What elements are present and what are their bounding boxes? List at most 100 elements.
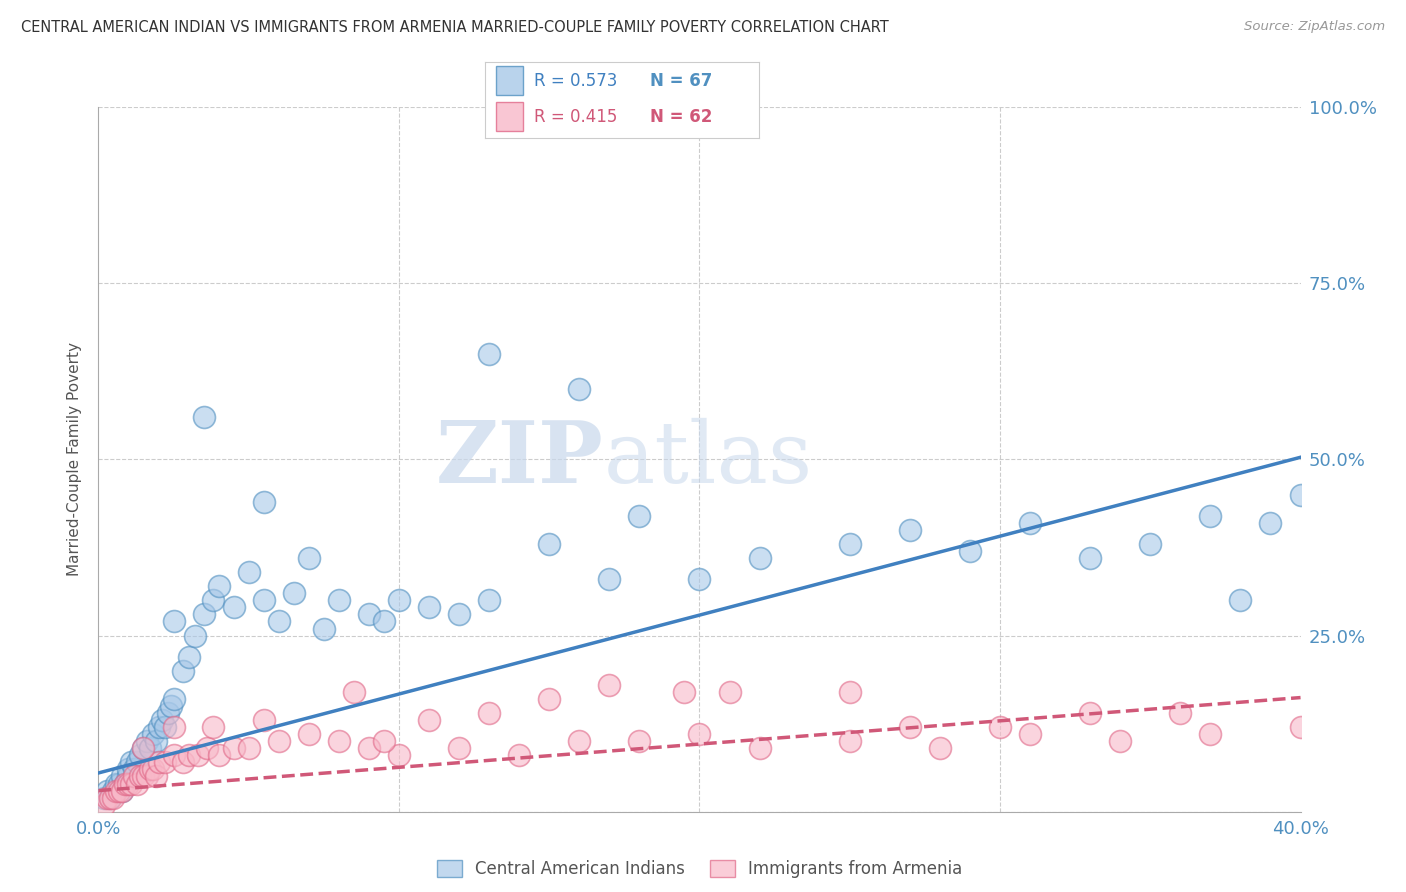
Point (898, 720, 921, 734)
Point (598, 678, 620, 692)
Point (153, 720, 176, 734)
Point (628, 734, 651, 748)
Point (100, 790, 122, 805)
Point (357, 607, 380, 622)
Point (253, 713, 276, 727)
Point (156, 706, 179, 720)
Point (183, 628, 205, 642)
Point (172, 756, 194, 770)
Point (132, 741, 155, 756)
Point (478, 706, 501, 720)
Text: Source: ZipAtlas.com: Source: ZipAtlas.com (1244, 20, 1385, 33)
Text: ZIP: ZIP (436, 417, 603, 501)
Point (108, 776, 131, 790)
Point (689, 727, 711, 741)
Point (105, 776, 128, 790)
Point (141, 727, 163, 741)
Point (148, 720, 170, 734)
Point (447, 741, 470, 756)
Point (141, 763, 163, 777)
Point (138, 763, 160, 777)
Point (628, 508, 651, 523)
Point (1139, 537, 1161, 551)
Point (748, 551, 770, 566)
Point (1078, 551, 1101, 566)
Point (193, 607, 215, 622)
Point (343, 685, 366, 699)
Point (162, 720, 184, 734)
Point (1199, 508, 1222, 523)
Point (114, 776, 136, 790)
Point (298, 551, 321, 566)
Point (111, 783, 134, 797)
Point (153, 756, 176, 770)
Point (117, 763, 139, 777)
Point (208, 748, 231, 763)
Point (253, 494, 276, 508)
Point (373, 615, 395, 629)
Point (838, 685, 860, 699)
Point (598, 572, 620, 586)
Point (838, 734, 860, 748)
Point (357, 741, 380, 756)
Point (988, 720, 1011, 734)
Text: atlas: atlas (603, 417, 813, 501)
Point (162, 615, 184, 629)
Point (114, 776, 136, 790)
Point (447, 607, 470, 622)
Point (111, 783, 134, 797)
Point (298, 727, 321, 741)
Point (135, 769, 157, 784)
Point (478, 593, 501, 607)
Point (111, 769, 134, 784)
Point (121, 776, 143, 790)
Point (418, 600, 440, 615)
Point (718, 685, 741, 699)
Point (388, 593, 411, 607)
Point (100, 790, 122, 805)
FancyBboxPatch shape (496, 66, 523, 95)
Point (129, 748, 152, 763)
Point (138, 741, 160, 756)
Text: R = 0.415: R = 0.415 (534, 108, 617, 126)
Point (187, 748, 209, 763)
Point (117, 776, 139, 790)
Point (478, 346, 501, 360)
Point (132, 769, 155, 784)
Text: CENTRAL AMERICAN INDIAN VS IMMIGRANTS FROM ARMENIA MARRIED-COUPLE FAMILY POVERTY: CENTRAL AMERICAN INDIAN VS IMMIGRANTS FR… (21, 20, 889, 35)
FancyBboxPatch shape (496, 102, 523, 130)
Point (328, 734, 350, 748)
Point (96, 790, 118, 805)
Point (93, 790, 115, 805)
Point (373, 734, 395, 748)
Point (201, 720, 224, 734)
Point (103, 783, 125, 797)
Point (1170, 706, 1192, 720)
Point (673, 685, 696, 699)
Point (538, 692, 561, 706)
Point (568, 734, 591, 748)
Point (108, 783, 131, 797)
Point (195, 741, 218, 756)
Point (929, 741, 952, 756)
Point (124, 763, 146, 777)
Point (201, 593, 224, 607)
Point (105, 783, 128, 797)
Point (150, 713, 173, 727)
Point (253, 593, 276, 607)
Text: N = 62: N = 62 (650, 108, 711, 126)
Point (145, 734, 167, 748)
Point (208, 579, 231, 593)
Point (959, 544, 981, 558)
Point (267, 615, 290, 629)
Point (328, 593, 350, 607)
Point (121, 756, 143, 770)
Point (159, 699, 181, 714)
Point (312, 622, 335, 636)
Point (568, 382, 591, 396)
Point (898, 523, 921, 537)
Point (1199, 727, 1222, 741)
Legend: Central American Indians, Immigrants from Armenia: Central American Indians, Immigrants fro… (430, 853, 969, 885)
Point (1289, 487, 1312, 501)
Point (1019, 516, 1042, 530)
